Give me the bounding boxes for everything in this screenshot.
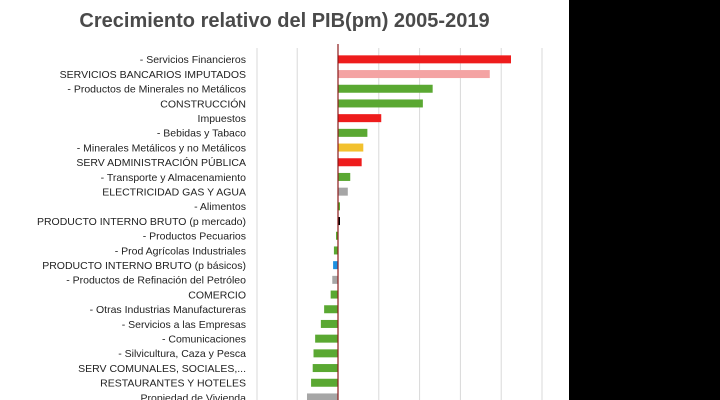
black-side-panel [569,0,720,400]
bar [338,143,364,152]
bar [333,246,338,255]
category-label: SERV COMUNALES, SOCIALES,... [78,363,246,375]
category-label: - Alimentos [194,201,246,213]
bar [313,349,338,358]
category-label: PRODUCTO INTERNO BRUTO (p básicos) [42,260,246,272]
bar [338,187,348,196]
bar [338,99,423,108]
bar [306,393,338,400]
category-label: - Servicios a las Empresas [122,319,246,331]
category-label: CONSTRUCCIÓN [160,97,246,110]
bar [338,114,382,123]
category-label: - Transporte y Almacenamiento [101,172,246,184]
bar-chart: - Servicios Financieros SERVICIOS BANCARI… [37,44,543,400]
category-label: - Silvicultura, Caza y Pesca [118,348,246,360]
bar [324,305,338,314]
bar [333,261,338,270]
bar [338,55,511,64]
bar [338,128,368,137]
category-label: - Productos de Minerales no Metálicos [67,84,246,96]
category-label: SERVICIOS BANCARIOS IMPUTADOS [60,69,246,81]
bar [338,217,340,226]
category-label: Impuestos [198,113,246,125]
bar [338,70,490,79]
bar [315,334,338,343]
bar [311,378,338,387]
category-labels: - Servicios Financieros SERVICIOS BANCARI… [37,54,246,400]
category-label: - Productos de Refinación del Petróleo [66,275,246,287]
chart-title: Crecimiento relativo del PIB(pm) 2005-20… [79,10,490,32]
category-label: - Productos Pecuarios [143,231,246,243]
bar [338,172,351,181]
chart-bars [306,55,511,400]
category-label: - Bebidas y Tabaco [157,128,246,140]
category-label: - Otras Industrias Manufactureras [90,304,246,316]
category-label: - Comunicaciones [162,333,246,345]
category-label: RESTAURANTES Y HOTELES [100,378,246,390]
bar [330,290,338,299]
category-label: PRODUCTO INTERNO BRUTO (p mercado) [37,216,246,228]
category-label: - Minerales Metálicos y no Metálicos [77,142,246,154]
category-label: - Prod Agrícolas Industriales [115,245,246,257]
bar [338,158,362,167]
category-label: - Servicios Financieros [140,54,246,66]
bar [332,275,338,284]
category-label: ELECTRICIDAD GAS Y AGUA [102,186,246,198]
category-label: SERV ADMINISTRACIÓN PÚBLICA [76,156,246,169]
bar [338,202,340,211]
bar [320,319,338,328]
bar [338,84,433,93]
bar [336,231,338,240]
category-label: COMERCIO [188,289,246,301]
bar [312,364,338,373]
category-label: Propiedad de Vivienda [141,392,247,400]
